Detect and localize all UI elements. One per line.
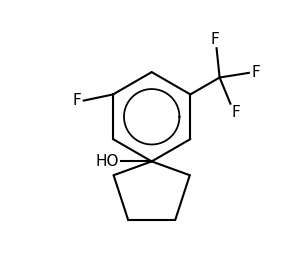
Text: F: F	[251, 65, 260, 80]
Text: F: F	[211, 32, 219, 47]
Text: HO: HO	[95, 154, 119, 169]
Text: F: F	[73, 93, 81, 108]
Text: F: F	[232, 105, 241, 120]
